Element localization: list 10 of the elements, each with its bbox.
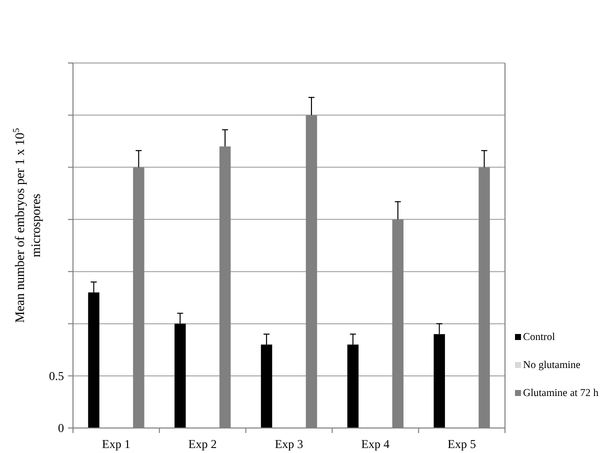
x-tick-label: Exp 3: [274, 437, 304, 451]
y-tick-label: 0: [58, 421, 64, 436]
x-tick-label: Exp 2: [188, 437, 217, 451]
x-tick-label: Exp 1: [102, 437, 130, 451]
legend-label: Glutamine at 72 h: [523, 388, 600, 399]
legend-label: No glutamine: [523, 360, 581, 371]
x-tick-label: Exp 5: [448, 437, 476, 451]
y-tick-label: 0.5: [49, 369, 64, 384]
x-tick-label: Exp 4: [361, 437, 390, 451]
legend-label: Control: [523, 332, 556, 343]
